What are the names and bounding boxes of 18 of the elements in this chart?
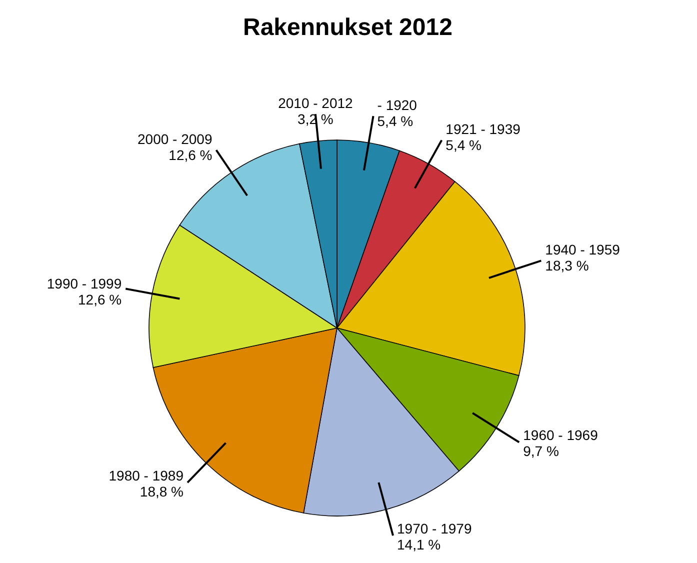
data-label: 14,1 % <box>397 536 441 553</box>
slice-label: 1940 - 1959 <box>545 242 620 258</box>
data-label: 18,3 % <box>545 258 589 274</box>
slice-label: - 1920 <box>377 97 418 114</box>
data-label: 18,8 % <box>140 484 184 500</box>
chart-title: Rakennukset 2012 <box>243 14 452 41</box>
slice-label: 1990 - 1999 <box>46 276 122 292</box>
data-label: 12,6 % <box>168 147 212 164</box>
slice-label: 1970 - 1979 <box>397 520 472 537</box>
data-label: 9,7 % <box>523 443 559 460</box>
slice-label: 2000 - 2009 <box>138 131 212 148</box>
slice-label: 2010 - 2012 <box>278 95 354 112</box>
data-label: 5,4 % <box>446 137 482 154</box>
slice-label: 1960 - 1969 <box>523 427 598 444</box>
slice-label: 1980 - 1989 <box>108 468 184 484</box>
data-label: 5,4 % <box>377 113 414 130</box>
slice-label: 1921 - 1939 <box>446 121 521 138</box>
data-label: 12,6 % <box>78 292 122 308</box>
